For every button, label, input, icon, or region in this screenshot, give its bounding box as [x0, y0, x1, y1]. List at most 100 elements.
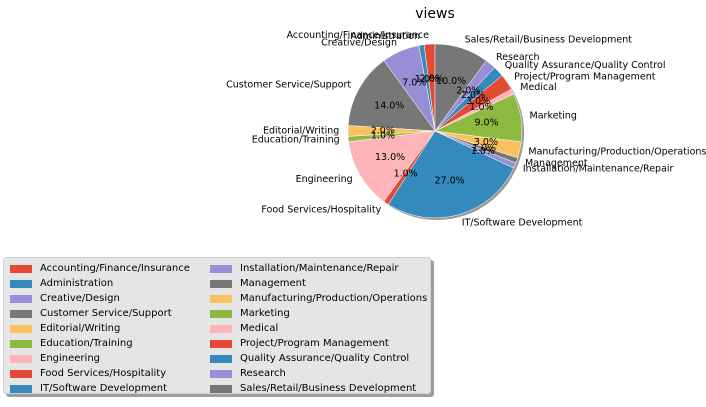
legend-item-management: Management — [210, 276, 427, 291]
legend-label: Quality Assurance/Quality Control — [240, 353, 410, 364]
slice-pct-marketing: 9.0% — [474, 117, 498, 128]
legend-label: Education/Training — [40, 338, 133, 349]
slice-pct-engineering: 13.0% — [375, 152, 405, 163]
legend-column-2: Installation/Maintenance/Repair Managemen… — [210, 261, 427, 396]
pie-labels: Accounting/Finance/Insurance 2.0% Administ… — [226, 30, 706, 228]
slice-label-project-program-management: Project/Program Management — [514, 72, 656, 83]
legend: Accounting/Finance/Insurance Administrati… — [3, 257, 431, 394]
legend-item-quality-assurance-quality-control: Quality Assurance/Quality Control — [210, 351, 427, 366]
legend-swatch — [10, 369, 32, 378]
legend-label: IT/Software Development — [40, 383, 168, 394]
slice-label-customer-service-support: Customer Service/Support — [226, 79, 351, 90]
slice-pct-food-services-hospitality: 1.0% — [394, 169, 418, 180]
slice-label-engineering: Engineering — [296, 174, 353, 185]
legend-label: Project/Program Management — [240, 338, 389, 349]
legend-swatch — [210, 309, 232, 318]
slice-pct-sales-retail-business-development: 10.0% — [436, 76, 466, 87]
legend-item-creative-design: Creative/Design — [10, 291, 190, 306]
slice-pct-research: 2.0% — [456, 85, 480, 96]
legend-label: Food Services/Hospitality — [40, 368, 167, 379]
legend-label: Sales/Retail/Business Development — [240, 383, 417, 394]
legend-swatch — [210, 354, 232, 363]
slice-pct-manufacturing-production-operations: 3.0% — [474, 137, 498, 148]
slice-label-sales-retail-business-development: Sales/Retail/Business Development — [465, 34, 633, 45]
legend-item-manufacturing-production-operations: Manufacturing/Production/Operations — [210, 291, 427, 306]
legend-swatch — [210, 369, 232, 378]
slice-pct-project-program-management: 3.0% — [466, 96, 490, 107]
legend-item-marketing: Marketing — [210, 306, 427, 321]
legend-label: Creative/Design — [40, 293, 120, 304]
slice-pct-administration: 1.0% — [415, 74, 439, 85]
legend-swatch — [210, 294, 232, 303]
slice-pct-quality-assurance-quality-control: 2.0% — [461, 90, 485, 101]
legend-item-sales-retail-business-development: Sales/Retail/Business Development — [210, 381, 427, 396]
legend-swatch — [210, 279, 232, 288]
legend-label: Marketing — [240, 308, 290, 319]
legend-swatch — [10, 339, 32, 348]
slice-pct-medical: 1.0% — [469, 102, 493, 113]
slice-label-medical: Medical — [520, 82, 556, 93]
slice-engineering — [348, 130, 436, 202]
slice-label-accounting-finance-insurance: Accounting/Finance/Insurance — [287, 30, 430, 41]
slice-label-education-training: Education/Training — [252, 135, 340, 146]
legend-swatch — [210, 384, 232, 393]
legend-column-1: Accounting/Finance/Insurance Administrati… — [10, 261, 190, 396]
slice-pct-customer-service-support: 14.0% — [374, 100, 404, 111]
chart-title: views — [415, 6, 455, 22]
slice-pct-installation-maintenance-repair: 1.0% — [471, 146, 495, 157]
slice-label-research: Research — [496, 52, 540, 63]
slice-pct-management: 1.0% — [472, 143, 496, 154]
pie-slices — [347, 43, 523, 219]
legend-label: Research — [240, 368, 286, 379]
legend-label: Engineering — [40, 353, 100, 364]
slice-pct-creative-design: 7.0% — [402, 78, 426, 89]
legend-item-project-program-management: Project/Program Management — [210, 336, 427, 351]
slice-label-manufacturing-production-operations: Manufacturing/Production/Operations — [528, 146, 706, 157]
legend-label: Accounting/Finance/Insurance — [40, 263, 190, 274]
legend-swatch — [10, 279, 32, 288]
slice-label-management: Management — [525, 158, 588, 169]
legend-swatch — [210, 264, 232, 273]
slice-label-installation-maintenance-repair: Installation/Maintenance/Repair — [523, 164, 674, 175]
legend-label: Management — [240, 278, 306, 289]
legend-item-customer-service-support: Customer Service/Support — [10, 306, 190, 321]
legend-item-education-training: Education/Training — [10, 336, 190, 351]
legend-item-engineering: Engineering — [10, 351, 190, 366]
legend-item-installation-maintenance-repair: Installation/Maintenance/Repair — [210, 261, 427, 276]
legend-label: Installation/Maintenance/Repair — [240, 263, 399, 274]
slice-pct-editorial-writing: 2.0% — [371, 126, 395, 137]
legend-swatch — [210, 324, 232, 333]
slice-sales-retail-business-development — [434, 43, 487, 132]
legend-label: Customer Service/Support — [40, 308, 172, 319]
legend-item-editorial-writing: Editorial/Writing — [10, 321, 190, 336]
slice-label-editorial-writing: Editorial/Writing — [263, 126, 339, 137]
slice-pct-it-software-development: 27.0% — [434, 176, 464, 187]
slice-label-it-software-development: IT/Software Development — [462, 217, 583, 228]
legend-swatch — [210, 339, 232, 348]
legend-item-medical: Medical — [210, 321, 427, 336]
slice-label-administration: Administration — [351, 31, 421, 42]
slice-customer-service-support — [347, 60, 436, 132]
slice-pct-accounting-finance-insurance: 2.0% — [420, 73, 444, 84]
legend-label: Manufacturing/Production/Operations — [240, 293, 428, 304]
legend-item-accounting-finance-insurance: Accounting/Finance/Insurance — [10, 261, 190, 276]
legend-item-food-services-hospitality: Food Services/Hospitality — [10, 366, 190, 381]
legend-label: Editorial/Writing — [40, 323, 121, 334]
slice-label-marketing: Marketing — [530, 111, 577, 122]
legend-label: Administration — [40, 278, 114, 289]
slice-label-creative-design: Creative/Design — [321, 38, 397, 49]
legend-swatch — [10, 309, 32, 318]
legend-swatch — [10, 264, 32, 273]
legend-swatch — [10, 384, 32, 393]
legend-swatch — [10, 324, 32, 333]
slice-label-quality-assurance-quality-control: Quality Assurance/Quality Control — [505, 60, 666, 71]
slice-label-food-services-hospitality: Food Services/Hospitality — [261, 205, 381, 216]
legend-item-administration: Administration — [10, 276, 190, 291]
legend-swatch — [10, 354, 32, 363]
legend-item-it-software-development: IT/Software Development — [10, 381, 190, 396]
slice-it-software-development — [388, 130, 515, 219]
legend-swatch — [10, 294, 32, 303]
slice-pct-education-training: 1.0% — [371, 130, 395, 141]
